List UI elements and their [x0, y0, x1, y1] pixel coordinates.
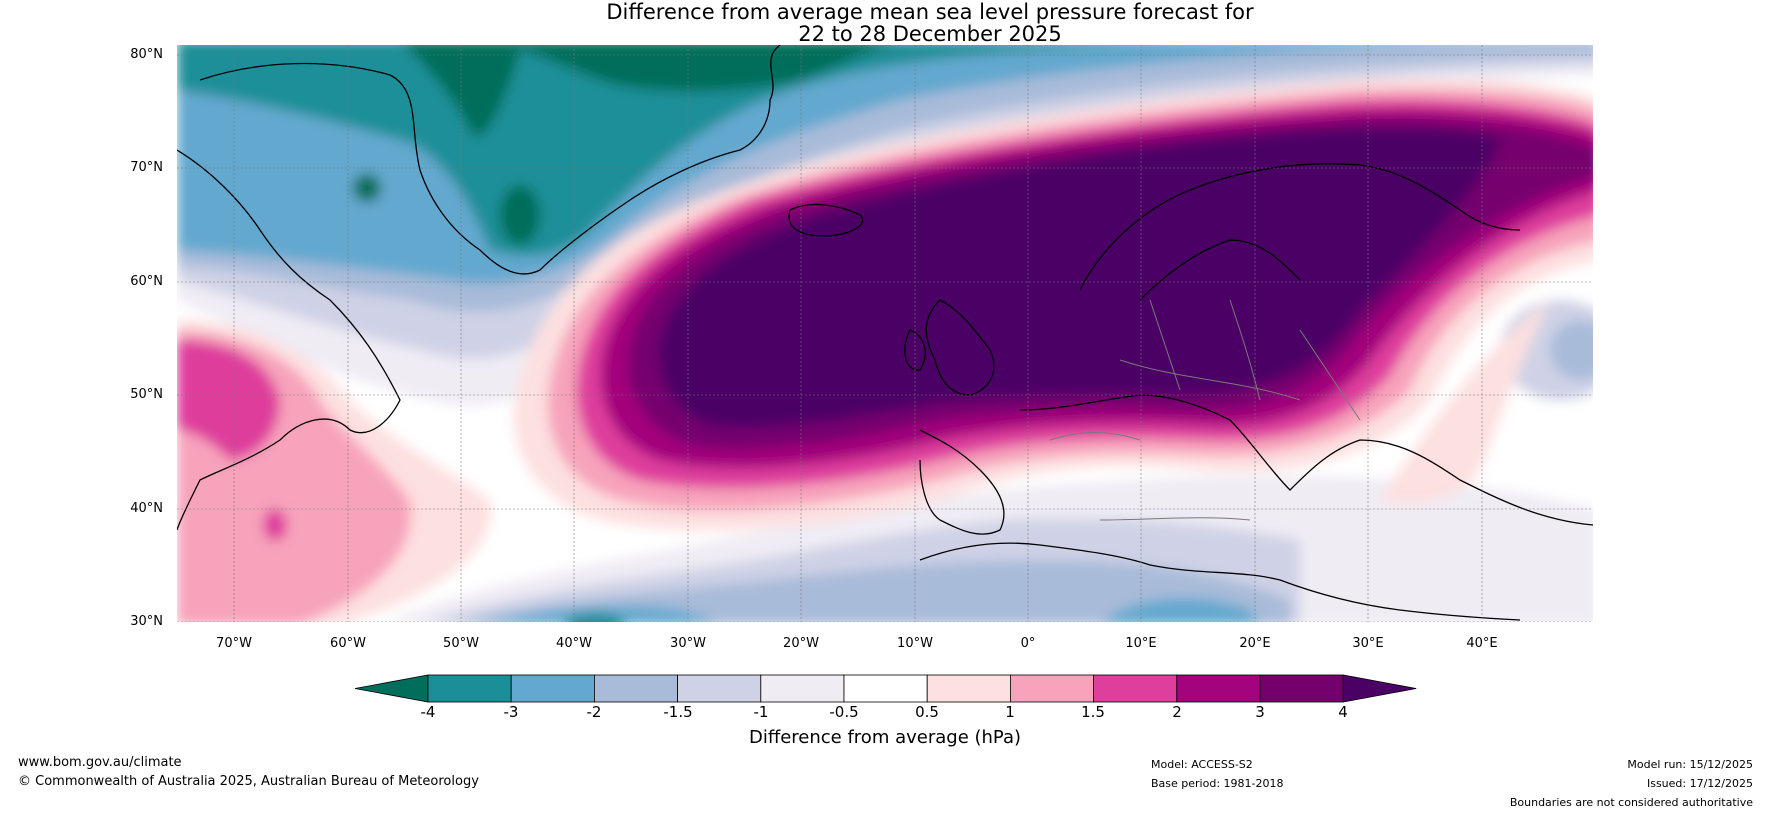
- negative-anomaly-6: [500, 185, 540, 245]
- boundary-1: [1049, 299, 1361, 521]
- colorbar-tick: -1: [753, 703, 769, 721]
- colorbar-tick: -0.5: [829, 703, 859, 721]
- lon-label-70w: 70°W: [216, 636, 252, 651]
- scandinavia-coast: [1079, 163, 1521, 301]
- colorbar-tick: 1: [1005, 703, 1015, 721]
- footer-website: www.bom.gov.au/climate: [18, 755, 182, 770]
- colorbar-title: Difference from average (hPa): [748, 727, 1022, 748]
- colorbar-swatch: [1010, 674, 1095, 703]
- lat-label-50n: 50°N: [130, 387, 163, 402]
- lat-label-80n: 80°N: [130, 47, 163, 62]
- colorbar-swatch: [926, 674, 1011, 703]
- lon-label-40e: 40°E: [1466, 636, 1498, 651]
- colorbar-tick: 3: [1255, 703, 1265, 721]
- lat-label-30n: 30°N: [130, 614, 163, 629]
- footer-disclaimer: Boundaries are not considered authoritat…: [1509, 796, 1753, 809]
- colorbar-swatch: [1093, 674, 1178, 703]
- colorbar-tick: 0.5: [915, 703, 939, 721]
- footer-model-run: Model run: 15/12/2025: [1627, 758, 1753, 771]
- greenland-coast: [199, 45, 781, 275]
- colorbar-extend-high: [1342, 674, 1417, 703]
- lon-label-50w: 50°W: [443, 636, 479, 651]
- positive-anomaly-10: [659, 128, 1500, 428]
- labrador-coast: [177, 149, 401, 531]
- colorbar-swatch: [843, 674, 928, 703]
- lat-label-60n: 60°N: [130, 274, 163, 289]
- colorbar-tick: 1.5: [1081, 703, 1105, 721]
- lon-label-20e: 20°E: [1239, 636, 1271, 651]
- colorbar-swatch: [677, 674, 762, 703]
- lon-label-30e: 30°E: [1352, 636, 1384, 651]
- lon-label-20w: 20°W: [783, 636, 819, 651]
- colorbar: [354, 674, 1417, 703]
- lon-label-10e: 10°E: [1125, 636, 1157, 651]
- lon-label-0: 0°: [1020, 636, 1036, 651]
- negative-anomaly-12: [1103, 598, 1258, 622]
- iceland-coast: [788, 203, 864, 237]
- colorbar-swatch: [1259, 674, 1344, 703]
- negative-anomaly-7: [353, 174, 381, 202]
- colorbar-tick: -3: [503, 703, 519, 721]
- negative-anomaly-4: [177, 45, 1109, 256]
- north-africa-coast: [919, 542, 1521, 621]
- colorbar-swatch: [1176, 674, 1261, 703]
- positive-anomaly-3: [177, 340, 280, 460]
- footer-model: Model: ACCESS-S2: [1151, 758, 1253, 771]
- colorbar-swatch: [510, 674, 595, 703]
- lon-label-30w: 30°W: [670, 636, 706, 651]
- colorbar-swatch: [594, 674, 679, 703]
- colorbar-tick: -1.5: [663, 703, 693, 721]
- colorbar-swatch: [427, 674, 512, 703]
- colorbar-tick: -4: [420, 703, 436, 721]
- colorbar-tick: 2: [1172, 703, 1182, 721]
- positive-anomaly-4: [263, 509, 287, 541]
- lat-label-40n: 40°N: [130, 501, 163, 516]
- lat-label-70n: 70°N: [130, 160, 163, 175]
- coastlines: [177, 45, 1593, 621]
- negative-anomaly-5: [404, 45, 888, 136]
- lon-label-40w: 40°W: [556, 636, 592, 651]
- colorbar-extend-low: [354, 674, 429, 703]
- lon-label-60w: 60°W: [330, 636, 366, 651]
- colorbar-tick: -2: [586, 703, 602, 721]
- colorbar-swatch: [760, 674, 845, 703]
- pressure-anomaly-field: [177, 45, 1593, 622]
- colorbar-tick: 4: [1338, 703, 1348, 721]
- national-boundaries: [1049, 299, 1361, 521]
- negative-anomaly-13: [565, 613, 625, 622]
- footer-issued: Issued: 17/12/2025: [1646, 777, 1753, 790]
- lon-label-10w: 10°W: [897, 636, 933, 651]
- chart-title-line-1: Difference from average mean sea level p…: [606, 0, 1254, 24]
- graticule: [177, 45, 1593, 622]
- footer-base-period: Base period: 1981-2018: [1151, 777, 1284, 790]
- negative-anomaly-15: [1550, 320, 1593, 380]
- footer-copyright: © Commonwealth of Australia 2025, Austra…: [18, 774, 479, 789]
- chart-title-line-2: 22 to 28 December 2025: [798, 22, 1062, 46]
- negative-anomaly-10: [461, 560, 1290, 622]
- positive-anomaly-11: [1380, 300, 1550, 504]
